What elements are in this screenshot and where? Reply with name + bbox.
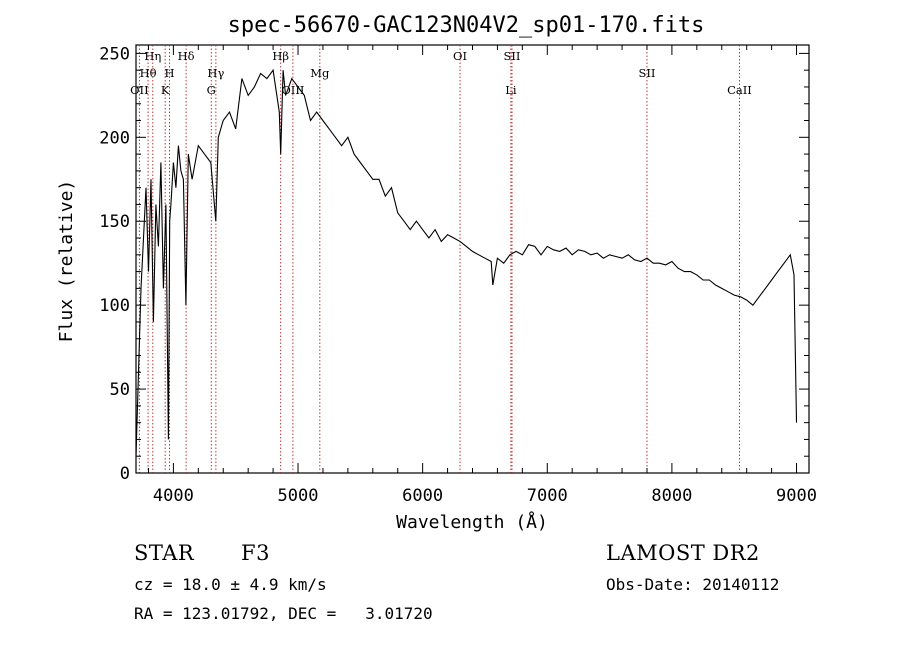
survey-name: LAMOST DR2 [606, 541, 760, 565]
spectral-line-label: OI [453, 49, 467, 63]
spectral-line-label: Hβ [272, 49, 289, 63]
y-axis-ticks: 0 50 100 150 200 250 [99, 44, 809, 484]
y-tick-label: 100 [99, 296, 130, 316]
x-tick-label: 9000 [776, 486, 817, 506]
spectral-line-label: G [207, 83, 216, 97]
y-tick-label: 250 [99, 44, 130, 64]
spectral-line-label: OIII [281, 83, 304, 97]
object-type: STAR [134, 541, 195, 565]
x-axis-ticks: 4000 5000 6000 7000 8000 9000 [147, 45, 817, 506]
observation-date: Obs-Date: 20140112 [606, 575, 780, 594]
y-tick-label: 0 [120, 464, 130, 484]
redshift-cz: cz = 18.0 ± 4.9 km/s [134, 575, 327, 594]
x-tick-label: 8000 [651, 486, 692, 506]
spectral-line-label: SII [504, 49, 521, 63]
x-axis-label: Wavelength (Å) [396, 511, 548, 533]
spectral-line-label: Hγ [207, 66, 224, 80]
x-tick-label: 5000 [278, 486, 319, 506]
y-axis-label: Flux (relative) [56, 180, 77, 343]
subclass: F3 [241, 541, 270, 565]
x-tick-label: 7000 [527, 486, 568, 506]
spectral-line-label: Hθ [140, 66, 157, 80]
spectrum-chart: spec-56670-GAC123N04V2_sp01-170.fits OII… [56, 13, 817, 533]
spectral-line-label: H [165, 66, 175, 80]
spectral-line-label: Mg [310, 66, 330, 80]
chart-title: spec-56670-GAC123N04V2_sp01-170.fits [228, 13, 705, 38]
spectral-line-label: Li [505, 83, 517, 97]
ra-dec: RA = 123.01792, DEC = 3.01720 [134, 604, 433, 623]
y-tick-label: 50 [110, 380, 130, 400]
spectrum-series-line [135, 68, 798, 457]
spectral-line-label: CaII [727, 83, 752, 97]
y-tick-label: 200 [99, 128, 130, 148]
spectral-line-label: Hη [144, 49, 161, 63]
spectral-line-label: OII [130, 83, 149, 97]
x-tick-label: 4000 [153, 486, 194, 506]
spectral-line-label: SII [638, 66, 655, 80]
spectral-line-markers [138, 45, 740, 473]
spectral-line-label: K [161, 83, 170, 97]
x-tick-label: 6000 [402, 486, 443, 506]
spectral-line-label: Hδ [178, 49, 195, 63]
plot-frame [135, 44, 810, 474]
y-tick-label: 150 [99, 212, 130, 232]
